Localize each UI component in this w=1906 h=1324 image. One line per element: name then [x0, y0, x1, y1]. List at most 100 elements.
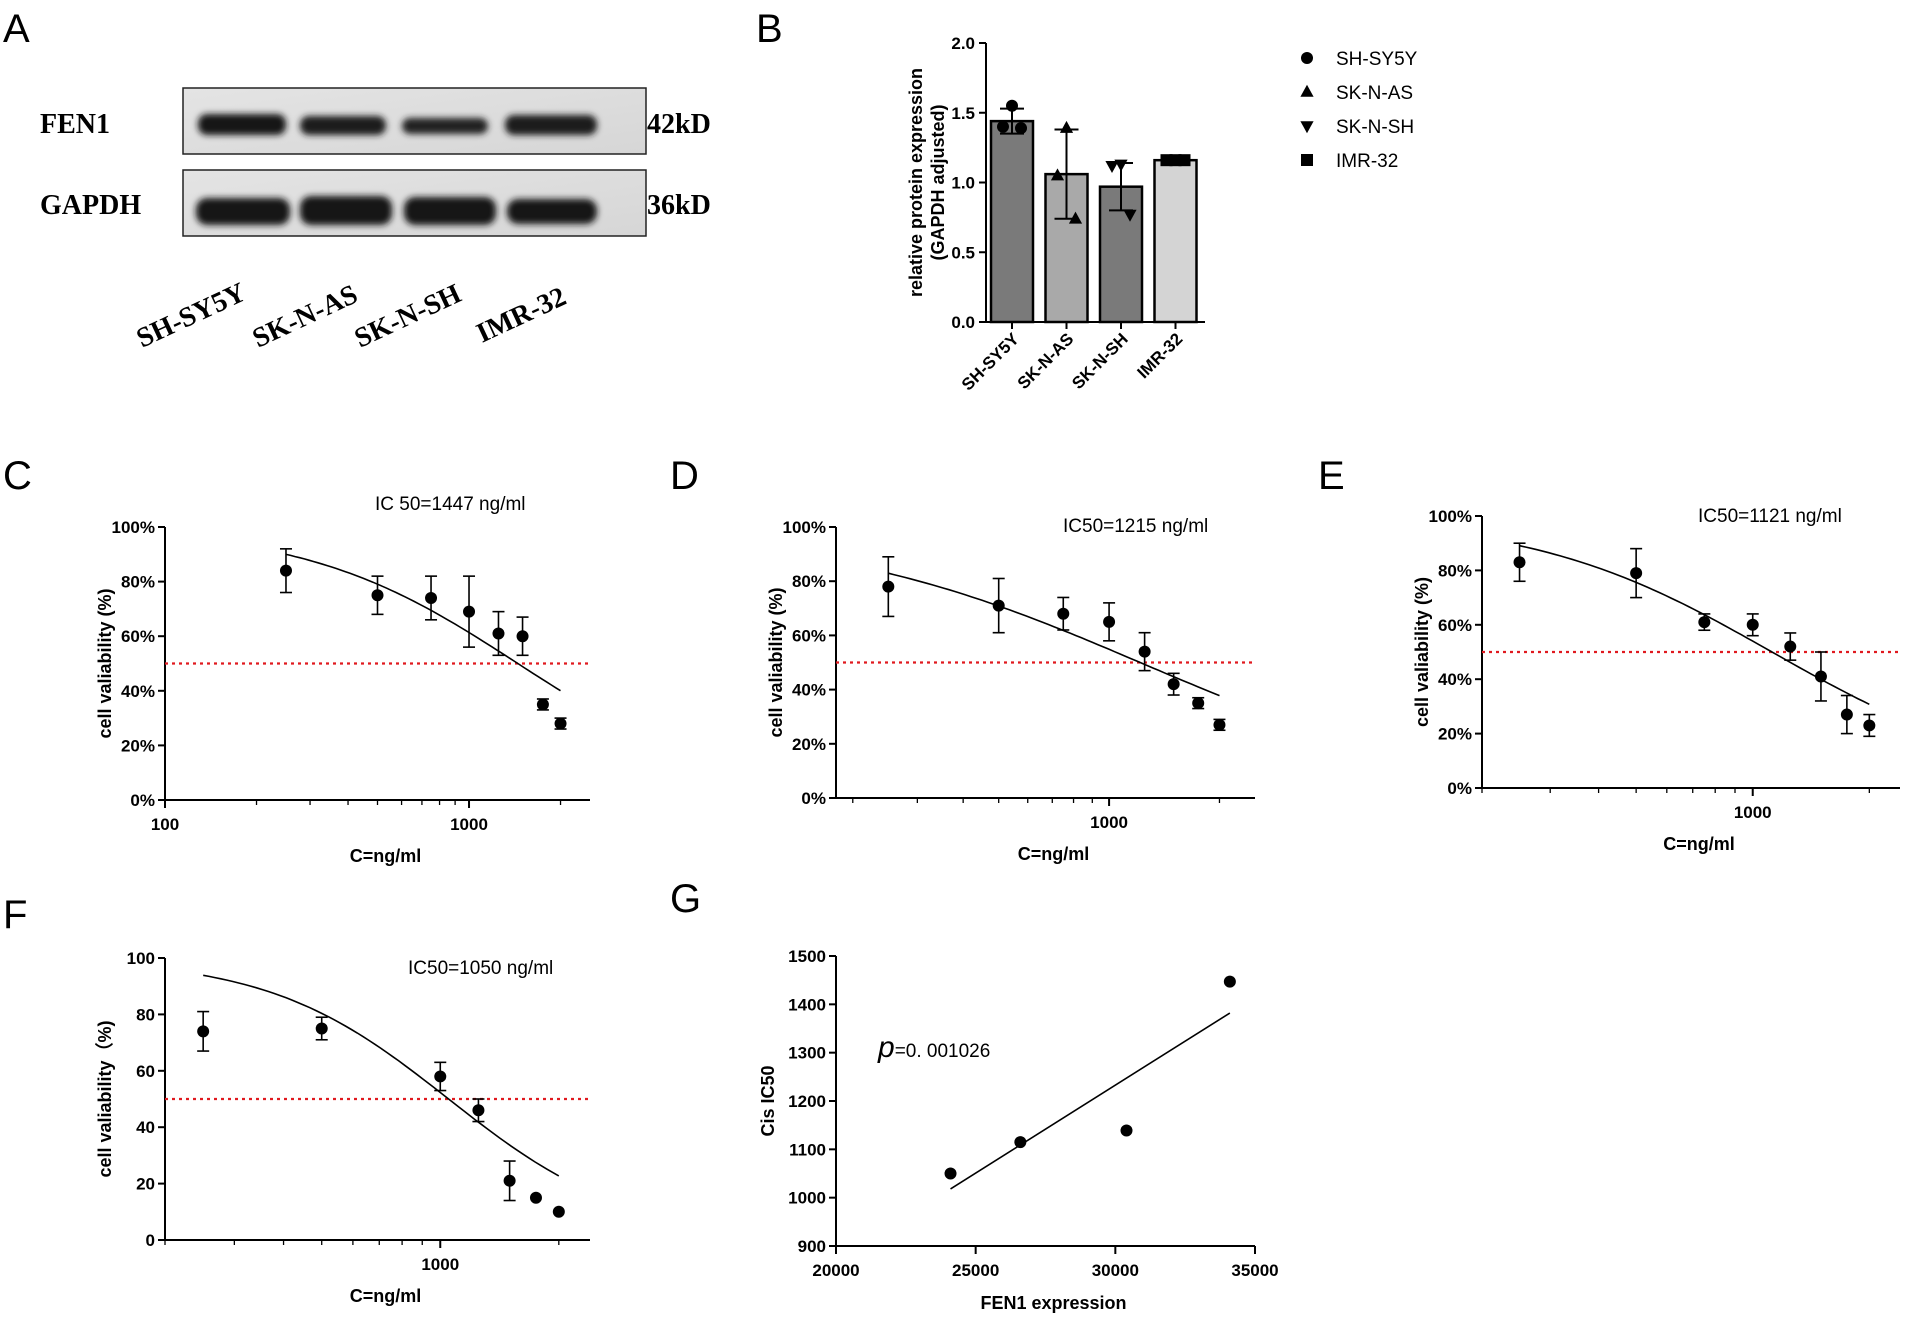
- data-point: [1223, 975, 1236, 988]
- x-tick-label: 30000: [1092, 1261, 1139, 1280]
- x-tick-label: 1000: [421, 1255, 459, 1274]
- x-axis-label: C=ng/ml: [1663, 834, 1735, 854]
- data-point: [1059, 120, 1074, 133]
- data-point: [1698, 616, 1711, 629]
- x-tick-label: SH-SY5Y: [958, 329, 1023, 394]
- y-tick-label: 100: [127, 949, 155, 968]
- data-point: [1057, 607, 1070, 620]
- x-axis-label: C=ng/ml: [350, 846, 422, 866]
- fit-curve: [285, 553, 561, 692]
- data-point: [1014, 1136, 1027, 1149]
- dose-response-chart-f: 0 20 40 60 80 100 1000 C=ng/ml cell valiability（…: [95, 949, 590, 1306]
- data-point: [197, 1025, 210, 1038]
- fen1-band-3: [402, 118, 488, 134]
- fen1-band-2: [300, 116, 386, 135]
- y-tick-label: 1000: [788, 1189, 826, 1208]
- panel-label-e: E: [1318, 454, 1345, 498]
- data-point: [1167, 678, 1180, 691]
- data-point: [371, 589, 384, 602]
- panel-label-g: G: [670, 877, 701, 921]
- y-tick-label: 1300: [788, 1044, 826, 1063]
- x-tick-label: 100: [151, 815, 179, 834]
- fit-curve: [888, 572, 1220, 697]
- y-tick-label: 80%: [121, 573, 155, 592]
- y-axis-label: cell valiability（%): [95, 1020, 115, 1177]
- y-tick-label: 60%: [792, 626, 826, 645]
- p-symbol: p: [877, 1031, 895, 1064]
- x-tick-label: SK-N-SH: [1068, 329, 1132, 393]
- x-tick-label: 25000: [952, 1261, 999, 1280]
- y-tick-label: 0%: [130, 791, 155, 810]
- size-label-fen1: 42kD: [647, 109, 711, 140]
- data-point: [315, 1022, 328, 1035]
- fen1-band-1: [198, 114, 286, 135]
- p-value: =0. 001026: [895, 1041, 991, 1062]
- lane-label-4: IMR-32: [472, 281, 571, 349]
- gapdh-band-3: [404, 197, 496, 225]
- x-tick-label: 1000: [1090, 813, 1128, 832]
- gapdh-band-1: [196, 198, 290, 225]
- p-value-annotation: p=0. 001026: [877, 1031, 990, 1064]
- gapdh-band-2: [300, 196, 392, 225]
- bar: [989, 119, 1035, 324]
- data-point: [516, 630, 529, 643]
- y-tick-label: 20%: [1438, 725, 1472, 744]
- y-axis-label: cell valiability (%): [95, 588, 115, 738]
- panel-label-d: D: [670, 454, 699, 498]
- legend-label: IMR-32: [1336, 151, 1398, 172]
- data-point: [992, 599, 1005, 612]
- data-point: [997, 120, 1009, 133]
- data-point: [463, 605, 476, 618]
- data-point: [1840, 708, 1853, 721]
- data-point: [552, 1205, 565, 1218]
- correlation-chart-g: 900 1000 1100 1200 1300 1400 1500 20000 25000 300…: [758, 947, 1279, 1313]
- data-point: [1050, 168, 1065, 181]
- data-point: [472, 1104, 485, 1117]
- legend-marker: [1301, 52, 1313, 64]
- fen1-band-4: [505, 115, 597, 135]
- y-tick-label: 60%: [121, 627, 155, 646]
- data-point: [1814, 670, 1827, 683]
- x-axis-label: FEN1 expression: [980, 1293, 1126, 1313]
- x-tick-label: 35000: [1231, 1261, 1278, 1280]
- x-tick-label: 20000: [812, 1261, 859, 1280]
- x-axis-label: C=ng/ml: [350, 1286, 422, 1306]
- y-axis-label: cell valiability (%): [766, 587, 786, 737]
- lane-label-1: SH-SY5Y: [132, 277, 251, 354]
- x-tick-label: 1000: [450, 815, 488, 834]
- panel-label-c: C: [3, 454, 32, 498]
- data-point: [882, 580, 895, 593]
- data-point: [434, 1070, 447, 1083]
- data-point: [425, 591, 438, 604]
- fit-curve: [203, 974, 560, 1177]
- y-tick-label: 0%: [801, 789, 826, 808]
- y-tick-label: 40%: [121, 682, 155, 701]
- data-point: [536, 698, 549, 711]
- fit-curve: [1519, 544, 1870, 706]
- data-point: [1105, 160, 1119, 173]
- data-point: [1213, 718, 1226, 731]
- y-tick-label: 80: [136, 1005, 155, 1024]
- protein-label-gapdh: GAPDH: [40, 190, 141, 221]
- y-tick-label: 0.5: [951, 243, 975, 262]
- lane-label-2: SK-N-AS: [248, 279, 363, 354]
- y-tick-label: 2.0: [951, 34, 975, 53]
- y-tick-label: 900: [798, 1237, 826, 1256]
- data-point: [1513, 556, 1526, 569]
- data-point: [1630, 567, 1643, 580]
- data-point: [1784, 640, 1797, 653]
- bar: [1044, 172, 1089, 324]
- legend-label: SK-N-SH: [1336, 117, 1414, 138]
- y-axis-label: Cis IC50: [758, 1065, 778, 1136]
- y-axis-label: relative protein expression: [906, 68, 926, 297]
- data-point: [1160, 154, 1173, 167]
- dose-response-chart-e: 0% 20% 40% 60% 80% 100% 1000 C=ng/ml cell valiab…: [1412, 506, 1900, 854]
- western-blot: FEN1 GAPDH 42kD 36kD SH-SY5Y SK-N-AS SK-…: [40, 87, 711, 354]
- y-tick-label: 20: [136, 1175, 155, 1194]
- data-point: [554, 717, 567, 730]
- y-axis-label: cell valiability (%): [1412, 577, 1432, 727]
- y-tick-label: 40%: [792, 681, 826, 700]
- bar: [1153, 158, 1198, 324]
